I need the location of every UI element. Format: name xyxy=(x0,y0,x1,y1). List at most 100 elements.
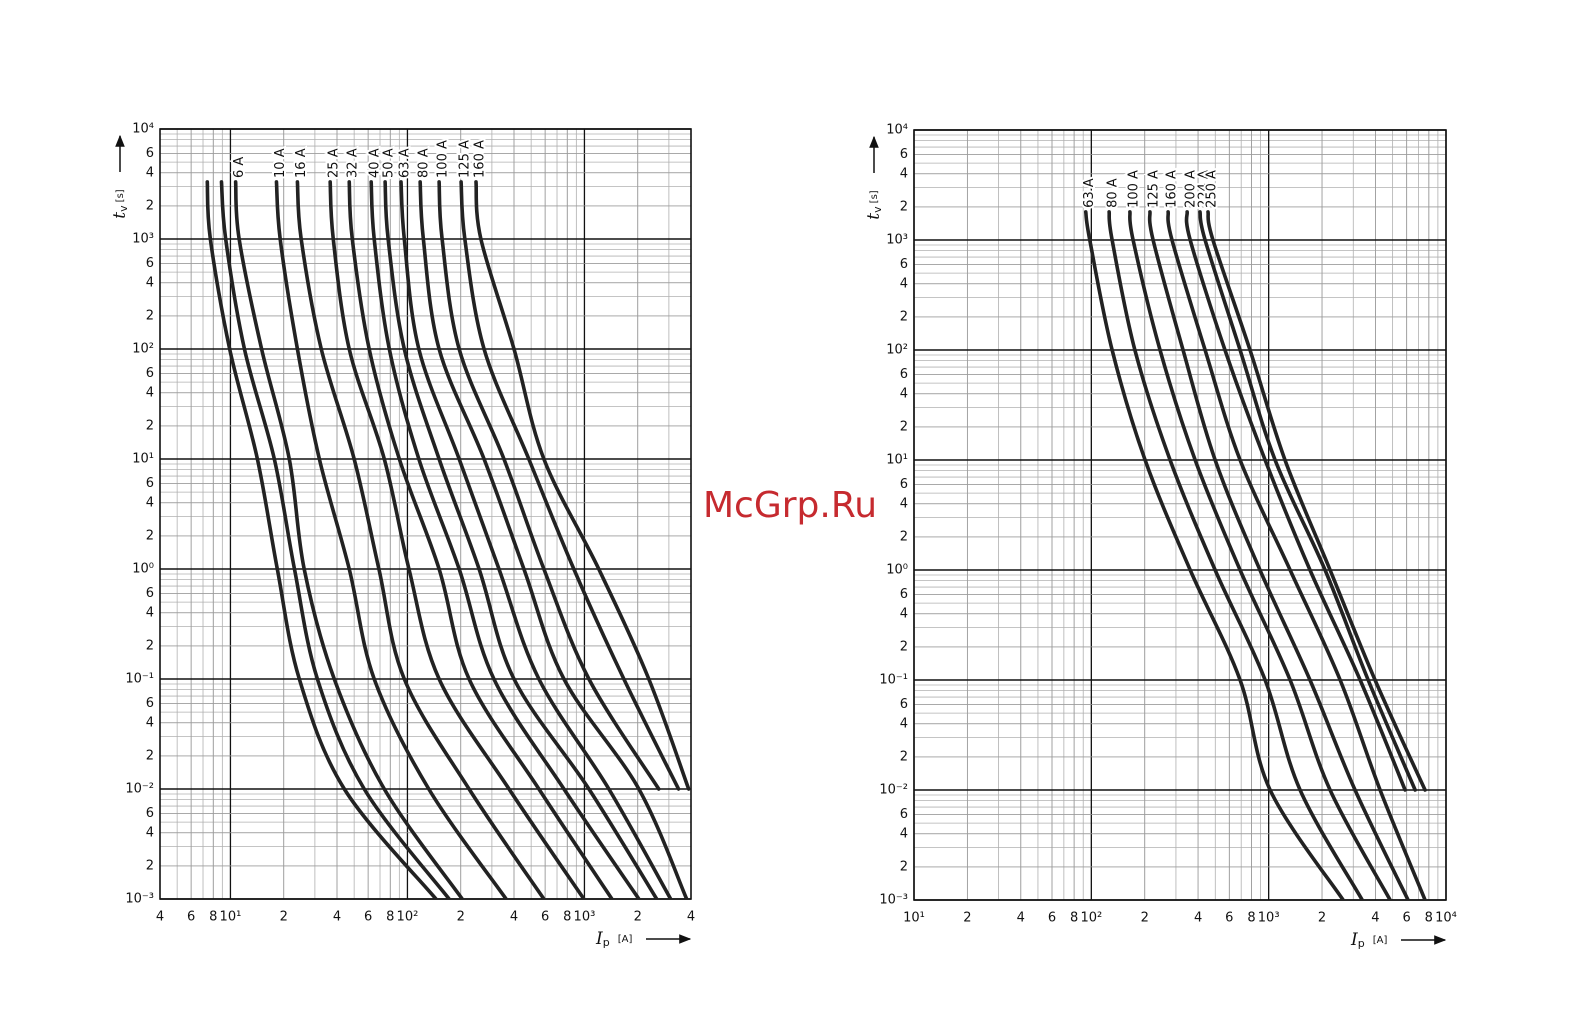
curve xyxy=(418,180,689,899)
y-tick-label: 2 xyxy=(900,309,908,324)
y-axis-symbol: t xyxy=(110,212,130,219)
x-tick-label: 8 xyxy=(1070,911,1078,926)
curve xyxy=(369,180,641,899)
curve-label: 6 A xyxy=(232,157,247,178)
curve xyxy=(399,180,673,899)
curve xyxy=(1128,210,1392,900)
chart: 4 6 8 10¹ 2 4 6 8 10² 2 4 6 8 10³ 2 410⁻³24610⁻²24610⁻¹… xyxy=(110,122,696,950)
x-tick-label: 8 xyxy=(386,910,394,925)
y-tick-label: 2 xyxy=(146,528,154,543)
x-tick-label: 2 xyxy=(1318,911,1326,926)
y-tick-label: 10¹ xyxy=(886,453,908,468)
curve xyxy=(1206,210,1427,792)
x-tick-label: 2 xyxy=(963,911,971,926)
x-tick-label: 10¹ xyxy=(220,910,242,925)
x-tick-label: 2 xyxy=(457,910,465,925)
plot-frame xyxy=(159,128,692,900)
x-tick-label: 6 xyxy=(541,910,549,925)
x-axis-symbol: I xyxy=(1350,930,1358,950)
x-axis-symbol: I xyxy=(595,929,603,949)
y-tick-label: 2 xyxy=(900,419,908,434)
y-axis-title: tv [s] xyxy=(110,189,131,218)
curve xyxy=(295,180,546,899)
y-tick-label: 6 xyxy=(146,586,154,601)
y-tick-label: 2 xyxy=(146,198,154,213)
y-tick-label: 2 xyxy=(146,748,154,763)
curve xyxy=(474,180,691,791)
curve-label: 40 A xyxy=(368,148,383,178)
y-tick-label: 4 xyxy=(900,606,908,621)
x-tick-label: 6 xyxy=(1048,911,1056,926)
y-tick-label: 2 xyxy=(146,858,154,873)
curve xyxy=(1184,210,1407,792)
x-tick-label: 10³ xyxy=(574,910,596,925)
x-tick-label: 10¹ xyxy=(903,911,925,926)
curve-label: 200 A xyxy=(1184,170,1199,208)
y-tick-label: 10³ xyxy=(132,232,154,247)
x-tick-label: 10³ xyxy=(1258,911,1280,926)
x-axis-subscript: p xyxy=(1358,937,1365,950)
x-axis-title: Ip [A] xyxy=(1350,930,1387,951)
y-tick-label: 4 xyxy=(146,165,154,180)
x-tick-label: 10² xyxy=(397,910,419,925)
x-axis-title: Ip [A] xyxy=(595,929,632,950)
curve xyxy=(1166,210,1427,900)
y-tick-label: 4 xyxy=(146,825,154,840)
y-tick-label: 4 xyxy=(900,386,908,401)
x-tick-label: 2 xyxy=(1141,911,1149,926)
y-tick-label: 10⁰ xyxy=(886,563,908,578)
y-axis-unit: [s] xyxy=(869,190,880,203)
curve xyxy=(347,180,614,899)
x-tick-label: 10² xyxy=(1080,911,1102,926)
x-axis-unit: [A] xyxy=(1373,935,1388,946)
x-axis-unit: [A] xyxy=(618,934,633,945)
x-tick-label: 4 xyxy=(687,910,695,925)
x-tick-label: 8 xyxy=(209,910,217,925)
y-tick-label: 6 xyxy=(900,147,908,162)
y-tick-label: 6 xyxy=(900,697,908,712)
curve xyxy=(1147,210,1410,900)
y-tick-label: 10² xyxy=(886,343,908,358)
curve-label: 100 A xyxy=(436,140,451,178)
watermark: McGrp.Ru xyxy=(703,485,877,526)
curve xyxy=(205,180,438,899)
y-axis-unit: [s] xyxy=(115,189,126,202)
curve-label: 160 A xyxy=(1165,170,1180,208)
y-tick-label: 2 xyxy=(900,639,908,654)
x-tick-label: 6 xyxy=(1225,911,1233,926)
x-axis-subscript: p xyxy=(603,936,610,949)
curve-label: 125 A xyxy=(1146,170,1161,208)
x-tick-label: 6 xyxy=(364,910,372,925)
curve-label: 125 A xyxy=(458,140,473,178)
y-tick-label: 4 xyxy=(900,166,908,181)
x-tick-label: 8 xyxy=(1425,911,1433,926)
y-tick-label: 10⁻² xyxy=(879,783,908,798)
curve-label: 80 A xyxy=(1106,178,1121,208)
y-axis-symbol: t xyxy=(864,213,884,220)
y-tick-label: 10³ xyxy=(886,233,908,248)
x-tick-label: 4 xyxy=(510,910,518,925)
curve xyxy=(1107,210,1365,900)
y-tick-label: 2 xyxy=(146,638,154,653)
x-tick-label: 10⁴ xyxy=(1435,911,1457,926)
y-tick-label: 10⁴ xyxy=(886,123,908,138)
curve xyxy=(1198,210,1417,792)
curve-label: 25 A xyxy=(327,148,342,178)
y-tick-label: 6 xyxy=(146,146,154,161)
y-tick-label: 10⁻¹ xyxy=(879,673,908,688)
x-tick-label: 4 xyxy=(156,910,164,925)
curve xyxy=(383,180,659,899)
curve-label: 224 A xyxy=(1197,170,1212,208)
y-tick-label: 2 xyxy=(146,418,154,433)
y-axis-title: tv [s] xyxy=(864,190,885,219)
curve xyxy=(437,180,661,791)
curve-label: 63 A xyxy=(398,148,413,178)
y-tick-label: 10⁻³ xyxy=(125,892,154,907)
x-tick-label: 2 xyxy=(634,910,642,925)
y-tick-label: 6 xyxy=(146,366,154,381)
x-tick-label: 6 xyxy=(187,910,195,925)
curve-label: 250 A xyxy=(1205,170,1220,208)
curve-label: 50 A xyxy=(382,148,397,178)
